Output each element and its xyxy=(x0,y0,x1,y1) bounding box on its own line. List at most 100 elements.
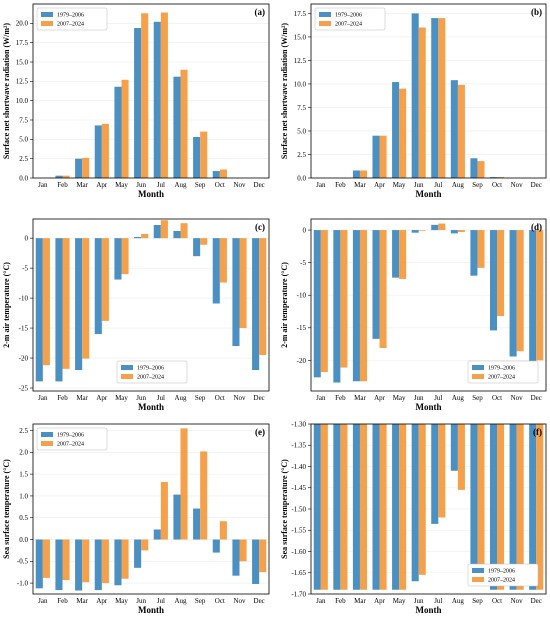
legend: 1979–2006 2007–2024 xyxy=(36,7,108,31)
y-tick-label: 12.5 xyxy=(294,57,307,65)
x-tick-label: Oct xyxy=(492,394,502,402)
bar-series-1-oct xyxy=(212,171,220,178)
bar-series-2-dec xyxy=(536,424,544,590)
bar-series-1-sep xyxy=(470,158,478,178)
legend-swatch xyxy=(319,12,331,17)
y-tick-label: 2.5 xyxy=(297,151,306,159)
y-axis-label: Sea surface temperature (°C) xyxy=(2,459,11,559)
x-tick-label: Dec xyxy=(254,597,265,605)
bar-series-2-feb xyxy=(62,539,70,581)
y-tick-label: 7.5 xyxy=(297,104,306,112)
bar-series-2-jul xyxy=(160,481,168,540)
legend-label: 2007–2024 xyxy=(57,442,84,448)
y-tick-label: -15 xyxy=(19,324,29,332)
y-tick-label: -1.35 xyxy=(291,442,306,450)
y-tick-label: -1.70 xyxy=(291,590,306,598)
x-tick-label: Oct xyxy=(215,597,225,605)
bar-series-1-apr xyxy=(94,238,102,335)
x-tick-label: Mar xyxy=(354,597,366,605)
bar-series-2-jun xyxy=(418,27,426,179)
bar-series-1-apr xyxy=(94,539,102,591)
y-tick-label: 10.0 xyxy=(16,97,29,105)
y-tick-label: 10.0 xyxy=(294,80,307,88)
chart-panel-4: 0 -5 -10 -15 -20 Jan Feb Mar Apr May Jun Jul Aug Sep O… xyxy=(280,218,547,412)
bar-series-2-oct xyxy=(497,424,505,590)
x-tick-label: Feb xyxy=(57,181,68,189)
legend-label: 2007–2024 xyxy=(137,375,164,381)
bar-series-1-dec xyxy=(252,238,260,371)
x-tick-label: Feb xyxy=(335,394,346,402)
y-tick-label: -0.5 xyxy=(17,558,29,566)
x-tick-label: May xyxy=(115,181,128,189)
bar-series-1-jun xyxy=(411,230,419,233)
x-tick-label: Mar xyxy=(76,597,88,605)
bar-series-2-jan xyxy=(320,424,328,590)
x-tick-label: May xyxy=(393,181,406,189)
x-tick-label: Jan xyxy=(316,394,326,402)
bar-series-2-dec xyxy=(536,230,544,361)
bar-series-1-jan xyxy=(35,238,43,382)
bar-series-1-feb xyxy=(333,230,341,383)
bar-series-2-feb xyxy=(62,238,70,369)
bar-series-2-may xyxy=(121,79,129,178)
x-tick-label: Jan xyxy=(38,394,48,402)
bar-series-2-jun xyxy=(418,424,426,575)
panel-label: (e) xyxy=(255,427,265,437)
y-tick-label: -10 xyxy=(19,295,29,303)
bar-series-1-dec xyxy=(529,230,537,374)
legend-label: 1979–2006 xyxy=(488,366,515,372)
plot-frame xyxy=(310,3,547,179)
bar-series-2-aug xyxy=(457,230,465,233)
y-tick-label: -15 xyxy=(297,324,307,332)
x-tick-label: Nov xyxy=(511,394,524,402)
bar-series-1-oct xyxy=(489,424,498,590)
bar-series-2-sep xyxy=(200,131,208,178)
bar-series-1-feb xyxy=(55,238,63,382)
bar-series-2-oct xyxy=(497,230,505,317)
y-tick-label: -20 xyxy=(19,354,29,362)
x-tick-label: Oct xyxy=(215,394,225,402)
x-tick-label: Dec xyxy=(254,181,265,189)
plot-frame xyxy=(32,218,270,392)
bar-series-1-jul xyxy=(153,21,161,178)
bar-series-2-jun xyxy=(418,230,426,231)
y-tick-label: 7.5 xyxy=(19,116,28,124)
x-tick-label: Mar xyxy=(76,394,88,402)
bar-series-2-mar xyxy=(82,238,90,359)
y-tick-label: 12.5 xyxy=(16,78,29,86)
bar-series-1-nov xyxy=(509,230,517,357)
bar-series-2-aug xyxy=(180,428,188,540)
x-tick-label: Nov xyxy=(233,181,246,189)
bar-series-1-sep xyxy=(193,137,201,178)
bar-series-1-apr xyxy=(372,424,380,590)
x-tick-label: Apr xyxy=(96,181,108,189)
y-tick-label: -1.45 xyxy=(291,484,306,492)
y-axis-label: Sea surface temperature (°C) xyxy=(280,459,289,559)
x-tick-label: Nov xyxy=(511,181,524,189)
x-tick-label: May xyxy=(393,597,406,605)
bar-series-1-sep xyxy=(470,230,478,276)
x-tick-label: Jul xyxy=(157,394,165,402)
x-tick-label: Jan xyxy=(38,597,48,605)
bar-series-2-aug xyxy=(457,84,465,178)
legend: 1979–2006 2007–2024 xyxy=(314,7,386,31)
y-axis-label: 2-m air temperature (°C) xyxy=(280,262,289,348)
legend-swatch xyxy=(41,441,53,446)
x-tick-label: Sep xyxy=(472,597,483,605)
bar-series-2-sep xyxy=(477,230,485,268)
bar-series-2-jun xyxy=(141,233,149,239)
bar-series-2-may xyxy=(399,424,407,590)
bar-series-2-nov xyxy=(239,539,247,562)
legend-swatch xyxy=(472,365,484,370)
x-tick-label: Nov xyxy=(233,597,246,605)
y-axis-label: Surface net shortwave radiation (W/m²) xyxy=(280,23,289,159)
x-axis-label: Month xyxy=(415,605,441,615)
x-tick-label: Dec xyxy=(531,181,542,189)
bar-series-2-mar xyxy=(359,230,368,382)
x-tick-label: Sep xyxy=(195,394,206,402)
x-tick-label: Sep xyxy=(195,181,206,189)
bar-series-2-jul xyxy=(438,223,446,231)
legend: 1979–2006 2007–2024 xyxy=(467,563,539,587)
legend-label: 1979–2006 xyxy=(137,366,164,372)
x-tick-label: Jun xyxy=(414,597,424,605)
